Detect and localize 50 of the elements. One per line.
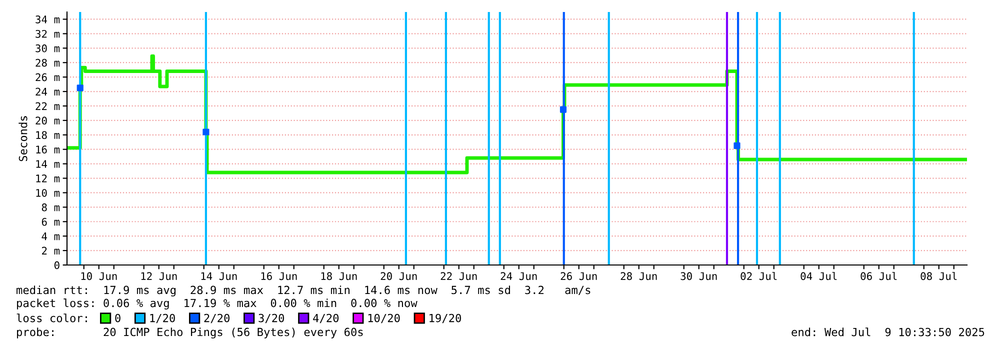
y-tick-label: 34 m bbox=[36, 15, 60, 24]
y-tick-label: 10 m bbox=[36, 188, 60, 197]
y-tick-label: 14 m bbox=[36, 160, 60, 168]
point bbox=[202, 128, 210, 136]
y-tick-label: 24 m bbox=[36, 88, 60, 96]
legend-title: loss color: bbox=[16, 314, 87, 322]
y-tick-label: 22 m bbox=[36, 102, 60, 110]
y-tick-label: 28 m bbox=[36, 58, 60, 67]
text: median rtt: 17.9 ms avg 28.9 ms max 12.7 ms min 14.6 ms now 5.7 ms sd 3.2 am/s bbox=[16, 286, 590, 296]
y-tick-label: 30 m bbox=[36, 44, 60, 52]
legend-label: 1/20 bbox=[150, 314, 175, 324]
x-tick-label: 02 Jul bbox=[740, 272, 777, 280]
x-tick-label: 04 Jul bbox=[800, 272, 837, 280]
y-tick-label: 26 m bbox=[36, 73, 60, 82]
y-axis-title: Seconds bbox=[18, 116, 28, 162]
point bbox=[734, 142, 740, 150]
y-tick-label: 0 bbox=[54, 261, 60, 270]
legend-label: 4/20 bbox=[313, 314, 339, 324]
x-tick-label: 14 Jun bbox=[201, 272, 237, 280]
x-tick-label: 06 Jul bbox=[860, 272, 897, 280]
y-tick-label: 8 m bbox=[42, 203, 60, 212]
point bbox=[76, 84, 84, 92]
legend-label: 10/20 bbox=[368, 314, 400, 324]
y-tick-label: 2 m bbox=[42, 246, 60, 255]
x-tick-label: 28 Jun bbox=[620, 272, 657, 280]
y-tick-label: 6 m bbox=[42, 218, 60, 226]
legend-label: 2/20 bbox=[204, 314, 230, 324]
text: probe: 20 ICMP Echo Pings (56 Bytes) every 60s bbox=[17, 328, 363, 338]
text: end: Wed Jul 9 10:33:50 2025 bbox=[792, 328, 984, 336]
y-tick-label: 16 m bbox=[36, 146, 60, 154]
legend-label: 3/20 bbox=[258, 314, 284, 324]
legend-label: 19/20 bbox=[430, 314, 461, 324]
x-tick-label: 08 Jul bbox=[920, 272, 957, 280]
x-tick-label: 18 Jun bbox=[321, 272, 357, 280]
y-tick-label: 12 m bbox=[36, 174, 60, 182]
x-tick-label: 10 Jun bbox=[81, 272, 117, 280]
point bbox=[560, 106, 567, 113]
legend-label: 0 bbox=[115, 314, 120, 322]
x-tick-label: 22 Jun bbox=[440, 272, 477, 280]
y-tick-label: 20 m bbox=[36, 116, 60, 125]
x-tick-label: 30 Jun bbox=[680, 272, 717, 280]
x-tick-label: 24 Jun bbox=[500, 272, 537, 280]
x-tick-label: 20 Jun bbox=[380, 272, 417, 280]
x-tick-label: 12 Jun bbox=[141, 272, 177, 280]
x-tick-label: 26 Jun bbox=[560, 272, 597, 280]
x-tick-label: 16 Jun bbox=[261, 272, 297, 280]
text: packet loss: 0.06 % avg 17.19 % max 0.00 % min 0.00 % now bbox=[17, 298, 418, 310]
y-tick-label: 4 m bbox=[42, 232, 60, 240]
y-tick-label: 18 m bbox=[36, 131, 60, 140]
y-tick-label: 32 m bbox=[36, 30, 60, 38]
